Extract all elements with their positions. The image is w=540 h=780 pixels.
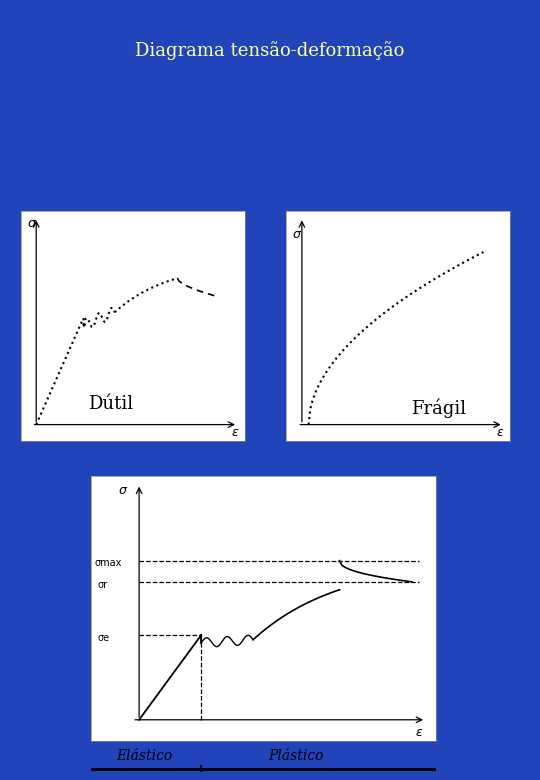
Text: σmax: σmax: [94, 558, 122, 569]
Text: ε: ε: [497, 426, 504, 439]
Text: Elástico: Elástico: [117, 750, 173, 764]
Text: σe: σe: [98, 633, 110, 643]
Text: σ: σ: [118, 484, 126, 498]
Text: ε: ε: [231, 426, 238, 439]
Text: σr: σr: [98, 580, 108, 590]
Text: σ: σ: [293, 229, 301, 241]
Text: Frágil: Frágil: [411, 398, 466, 418]
Text: Dútil: Dútil: [87, 395, 133, 413]
Text: Diagrama tensão-deformação: Diagrama tensão-deformação: [136, 41, 404, 60]
Text: σ: σ: [27, 217, 35, 229]
Text: Plástico: Plástico: [268, 750, 323, 764]
Text: ε: ε: [416, 725, 422, 739]
